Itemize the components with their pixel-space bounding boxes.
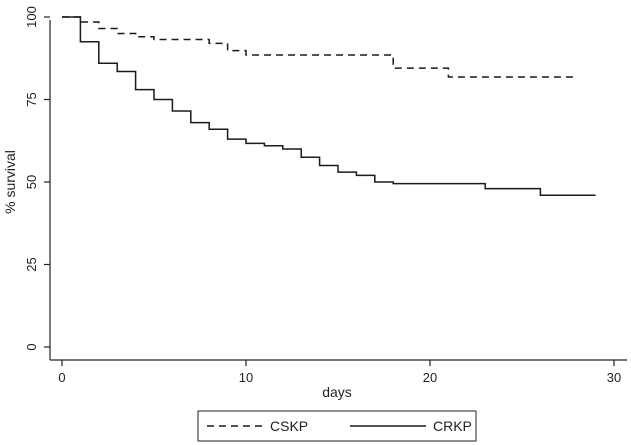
y-tick-label: 100 [24, 6, 39, 28]
y-tick-label: 0 [24, 343, 39, 350]
y-tick-label: 50 [24, 175, 39, 189]
x-tick-label: 0 [58, 370, 65, 385]
legend-label-cskp: CSKP [270, 418, 308, 434]
legend: CSKP CRKP [197, 410, 477, 442]
x-tick-label: 10 [239, 370, 253, 385]
x-axis-title: days [322, 384, 352, 400]
series-line-cskp [62, 16, 578, 78]
y-tick-label: 25 [24, 257, 39, 271]
axes [49, 20, 627, 361]
x-tick-label: 30 [607, 370, 621, 385]
legend-label-crkp: CRKP [433, 418, 472, 434]
x-tick-label: 20 [423, 370, 437, 385]
series-line-crkp [62, 16, 596, 196]
y-axis-title: % survival [2, 150, 18, 214]
series-layer [62, 16, 596, 196]
ticks: 0 10 20 30 0 25 50 75 100 [24, 6, 621, 385]
y-tick-label: 75 [24, 92, 39, 106]
